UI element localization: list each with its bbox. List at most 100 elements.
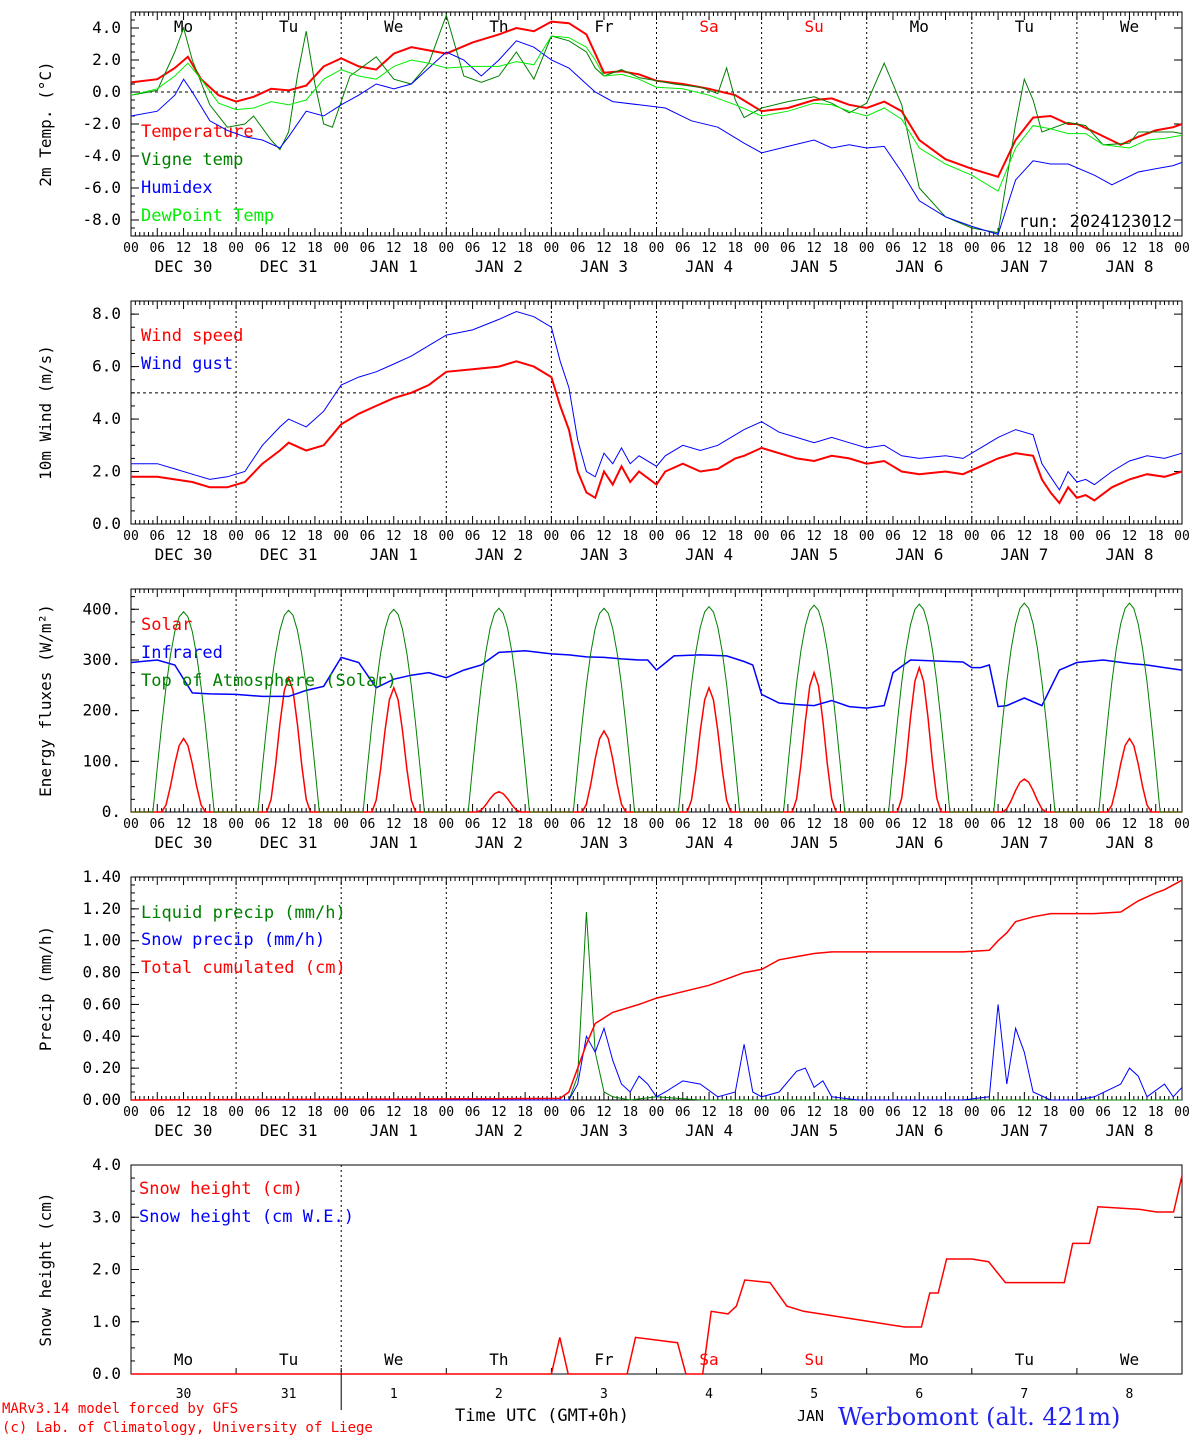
y-tick-label: 0.40 <box>82 1026 121 1045</box>
weekday-label: Tu <box>279 17 298 36</box>
hour-tick-label: 12 <box>701 817 717 832</box>
hour-tick-label: 00 <box>1069 1105 1085 1120</box>
weekday-label: Mo <box>174 1350 193 1369</box>
weekday-label: Sa <box>699 1350 718 1369</box>
day-label: DEC 31 <box>260 1121 318 1140</box>
hour-tick-label: 06 <box>780 817 796 832</box>
day-label: JAN 7 <box>1000 257 1048 276</box>
y-tick-label: 100. <box>82 751 121 770</box>
hour-tick-label: 00 <box>438 1105 454 1120</box>
hour-tick-label: 06 <box>885 241 901 256</box>
hour-tick-label: 12 <box>1017 241 1033 256</box>
legend-entry: Snow precip (mm/h) <box>141 930 325 950</box>
hour-tick-label: 18 <box>412 817 428 832</box>
hour-tick-label: 18 <box>1148 529 1164 544</box>
hour-tick-label: 00 <box>1174 241 1190 256</box>
hour-tick-label: 18 <box>1148 1105 1164 1120</box>
hour-tick-label: 06 <box>885 1105 901 1120</box>
hour-tick-label: 00 <box>123 529 139 544</box>
day-label: JAN 4 <box>685 257 733 276</box>
hour-tick-label: 06 <box>465 529 481 544</box>
hour-tick-label: 06 <box>990 529 1006 544</box>
day-label: JAN 4 <box>685 1121 733 1140</box>
series-line-2 <box>130 879 1183 1101</box>
day-label: JAN 1 <box>370 1121 418 1140</box>
weekday-label: We <box>384 17 403 36</box>
hour-tick-label: 06 <box>255 817 271 832</box>
date-number-label: 30 <box>176 1387 192 1402</box>
weekday-label: Sa <box>699 17 718 36</box>
weekday-label: Tu <box>1015 17 1034 36</box>
day-label: DEC 30 <box>155 1121 213 1140</box>
hour-tick-label: 12 <box>176 241 192 256</box>
hour-tick-label: 18 <box>938 529 954 544</box>
date-number-label: 3 <box>600 1387 608 1402</box>
day-label: JAN 2 <box>475 1121 523 1140</box>
hour-tick-label: 18 <box>517 1105 533 1120</box>
weekday-label: Su <box>805 17 824 36</box>
date-number-label: 2 <box>495 1387 503 1402</box>
y-tick-label: 6.0 <box>92 357 121 376</box>
hour-tick-label: 00 <box>859 1105 875 1120</box>
hour-tick-label: 06 <box>360 241 376 256</box>
hour-tick-label: 18 <box>517 817 533 832</box>
day-label: DEC 30 <box>155 833 213 852</box>
hour-tick-label: 18 <box>202 1105 218 1120</box>
day-label: JAN 7 <box>1000 545 1048 564</box>
run-label: run: 2024123012 <box>1018 212 1172 232</box>
weekday-label: We <box>1120 1350 1139 1369</box>
weekday-label: Su <box>805 1350 824 1369</box>
y-axis-label: 10m Wind (m/s) <box>36 345 55 480</box>
day-label: JAN 6 <box>895 1121 943 1140</box>
hour-tick-label: 00 <box>228 817 244 832</box>
footer-model-line1: MARv3.14 model forced by GFS <box>2 1401 239 1417</box>
hour-tick-label: 18 <box>938 817 954 832</box>
hour-tick-label: 06 <box>255 529 271 544</box>
hour-tick-label: 18 <box>727 529 743 544</box>
hour-tick-label: 18 <box>1043 1105 1059 1120</box>
y-tick-label: 1.20 <box>82 899 121 918</box>
hour-tick-label: 00 <box>438 529 454 544</box>
day-label: DEC 31 <box>260 833 318 852</box>
hour-tick-label: 06 <box>675 817 691 832</box>
hour-tick-label: 06 <box>465 1105 481 1120</box>
hour-tick-label: 18 <box>202 529 218 544</box>
hour-tick-label: 06 <box>885 529 901 544</box>
hour-tick-label: 12 <box>806 529 822 544</box>
y-tick-label: 300. <box>82 650 121 669</box>
weekday-label: We <box>1120 17 1139 36</box>
hour-tick-label: 12 <box>1122 529 1138 544</box>
hour-tick-label: 18 <box>412 1105 428 1120</box>
hour-tick-label: 00 <box>333 241 349 256</box>
y-axis-label: Precip (mm/h) <box>36 926 55 1051</box>
hour-tick-label: 12 <box>701 529 717 544</box>
y-tick-label: 2.0 <box>92 50 121 69</box>
hour-tick-label: 12 <box>176 817 192 832</box>
legend-entry: Vigne temp <box>141 150 243 170</box>
y-tick-label: 8.0 <box>92 304 121 323</box>
day-label: JAN 7 <box>1000 1121 1048 1140</box>
hour-tick-label: 00 <box>438 817 454 832</box>
hour-tick-label: 18 <box>622 241 638 256</box>
date-number-label: 1 <box>390 1387 398 1402</box>
day-label: JAN 1 <box>370 833 418 852</box>
hour-tick-label: 06 <box>570 241 586 256</box>
hour-tick-label: 06 <box>570 817 586 832</box>
hour-tick-label: 12 <box>281 817 297 832</box>
hour-tick-label: 00 <box>649 817 665 832</box>
day-label: JAN 3 <box>580 545 628 564</box>
hour-tick-label: 00 <box>754 529 770 544</box>
hour-tick-label: 06 <box>780 1105 796 1120</box>
date-number-label: 8 <box>1126 1387 1134 1402</box>
day-label: JAN 5 <box>790 545 838 564</box>
hour-tick-label: 12 <box>596 1105 612 1120</box>
panel-precip: 00 06 12 18 00 06 12 18 00 06 12 18 00 06 12 18 00 06 12 18… <box>36 867 1190 1140</box>
hour-tick-label: 06 <box>675 241 691 256</box>
hour-tick-label: 00 <box>544 817 560 832</box>
series-line-1 <box>130 13 1183 234</box>
day-label: JAN 6 <box>895 257 943 276</box>
legend-entry: Temperature <box>141 122 254 142</box>
hour-tick-label: 18 <box>1148 241 1164 256</box>
hour-tick-label: 00 <box>1069 241 1085 256</box>
hour-tick-label: 18 <box>412 529 428 544</box>
